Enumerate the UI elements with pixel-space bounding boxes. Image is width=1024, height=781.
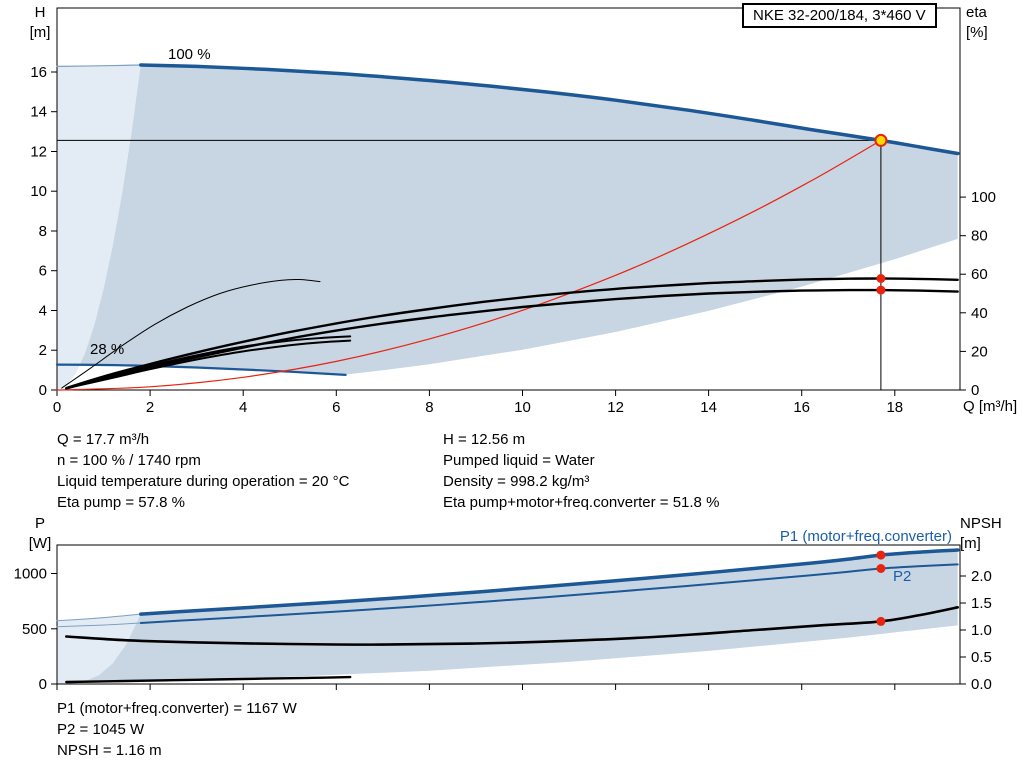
duty-point[interactable] xyxy=(874,133,888,147)
y-tick-label: 8 xyxy=(39,223,47,240)
p1-point xyxy=(876,550,886,560)
p2-lowflow xyxy=(56,622,142,628)
power-low-flow-region xyxy=(57,614,141,684)
y-tick-label: 10 xyxy=(30,183,47,200)
eta-reduced-speed-thin xyxy=(61,278,321,389)
y2-tick-label: 60 xyxy=(971,266,988,283)
p1-lowflow xyxy=(56,613,142,622)
eta-pump xyxy=(65,277,959,390)
y-tick-label: 0 xyxy=(39,382,47,399)
npsh-axis-unit: [m] xyxy=(960,535,981,552)
y2-tick-label: 100 xyxy=(971,189,996,206)
duty-info-right: H = 12.56 m Pumped liquid = Water Densit… xyxy=(443,429,719,513)
info-h: H = 12.56 m xyxy=(443,431,526,448)
y2-tick-label: 0.5 xyxy=(971,649,992,666)
info-pumped-liquid: Pumped liquid = Water xyxy=(443,452,595,469)
h-axis-unit: [m] xyxy=(29,24,51,41)
p2-curve xyxy=(139,563,959,624)
result-p2: P2 = 1045 W xyxy=(57,721,145,738)
y2-tick-label: 1.5 xyxy=(971,595,992,612)
pump-model-title: NKE 32-200/184, 3*460 V xyxy=(742,3,937,28)
x-tick-label: 18 xyxy=(886,399,903,416)
h-axis-symbol: H xyxy=(34,4,46,21)
p1-curve xyxy=(139,548,960,616)
npsh-curve xyxy=(65,606,959,646)
chart-frame xyxy=(56,544,961,685)
x-tick-label: 2 xyxy=(146,399,154,416)
p2-curve-label: P2 xyxy=(893,568,912,585)
x-tick-label: 14 xyxy=(700,399,717,416)
eta-axis-label: eta [%] xyxy=(966,3,1022,43)
y2-tick-label: 40 xyxy=(971,305,988,322)
eta-total-point xyxy=(876,285,886,295)
speed-label-28: 28 % xyxy=(90,341,125,358)
info-eta-pump: Eta pump = 57.8 % xyxy=(57,494,185,511)
pump-curve-28pct xyxy=(55,363,347,376)
low-flow-region xyxy=(57,65,141,390)
pump-curve-100pct-lowflow xyxy=(56,64,142,67)
result-p1: P1 (motor+freq.converter) = 1167 W xyxy=(57,700,297,717)
result-npsh: NPSH = 1.16 m xyxy=(57,742,162,759)
y2-tick-label: 80 xyxy=(971,228,988,245)
info-eta-total: Eta pump+motor+freq.converter = 51.8 % xyxy=(443,494,720,511)
y-tick-label: 6 xyxy=(39,263,47,280)
y-tick-label: 14 xyxy=(30,104,47,121)
duty-info-left: Q = 17.7 m³/h n = 100 % / 1740 rpm Liqui… xyxy=(57,429,349,513)
p-axis-label: P [W] xyxy=(18,514,62,554)
x-tick-label: 8 xyxy=(425,399,433,416)
y-tick-label: 12 xyxy=(30,144,47,161)
p1-curve-label: P1 (motor+freq.converter) xyxy=(779,528,952,545)
y-tick-label: 4 xyxy=(39,303,47,320)
x-tick-label: 12 xyxy=(607,399,624,416)
y2-tick-label: 0.0 xyxy=(971,676,992,693)
y-tick-label: 16 xyxy=(30,64,47,81)
h-axis-label: H [m] xyxy=(18,3,62,43)
p-28pct-curve xyxy=(65,675,352,684)
p-axis-symbol: P xyxy=(34,515,45,532)
pump-curve-100pct xyxy=(139,63,960,156)
y2-tick-label: 0 xyxy=(971,382,979,399)
x-tick-label: 10 xyxy=(514,399,531,416)
operating-envelope xyxy=(57,65,958,375)
info-q: Q = 17.7 m³/h xyxy=(57,431,150,448)
y2-tick-label: 2.0 xyxy=(971,568,992,585)
info-density: Density = 998.2 kg/m³ xyxy=(443,473,590,490)
p-axis-unit: [W] xyxy=(28,535,52,552)
p2-point xyxy=(876,564,886,573)
npsh-point xyxy=(876,616,886,626)
eta-pump-point xyxy=(876,274,886,283)
y2-tick-label: 20 xyxy=(971,343,988,360)
y-tick-label: 0 xyxy=(39,676,47,693)
eta-28pct-b xyxy=(74,339,352,388)
npsh-axis-symbol: NPSH xyxy=(960,515,1002,532)
y-tick-label: 2 xyxy=(39,342,47,359)
x-tick-label: 0 xyxy=(53,399,61,416)
x-tick-label: 6 xyxy=(332,399,340,416)
y-tick-label: 1000 xyxy=(14,566,47,583)
x-tick-label: 16 xyxy=(793,399,810,416)
chart-frame xyxy=(56,7,961,391)
result-block: P1 (motor+freq.converter) = 1167 W P2 = … xyxy=(57,698,297,761)
y-tick-label: 500 xyxy=(22,621,47,638)
info-liquid-temp: Liquid temperature during operation = 20… xyxy=(57,473,350,490)
power-envelope xyxy=(57,550,958,683)
speed-label-100: 100 % xyxy=(168,46,211,63)
info-speed: n = 100 % / 1740 rpm xyxy=(57,452,201,469)
eta-pump-motor-freq xyxy=(65,288,959,390)
q-axis-unit: Q [m³/h] xyxy=(963,398,1018,415)
eta-axis-symbol: eta xyxy=(966,4,987,21)
x-tick-label: 4 xyxy=(239,399,247,416)
eta-axis-unit: [%] xyxy=(966,24,988,41)
y2-tick-label: 1.0 xyxy=(971,622,992,639)
npsh-axis-label: NPSH [m] xyxy=(960,514,1022,554)
